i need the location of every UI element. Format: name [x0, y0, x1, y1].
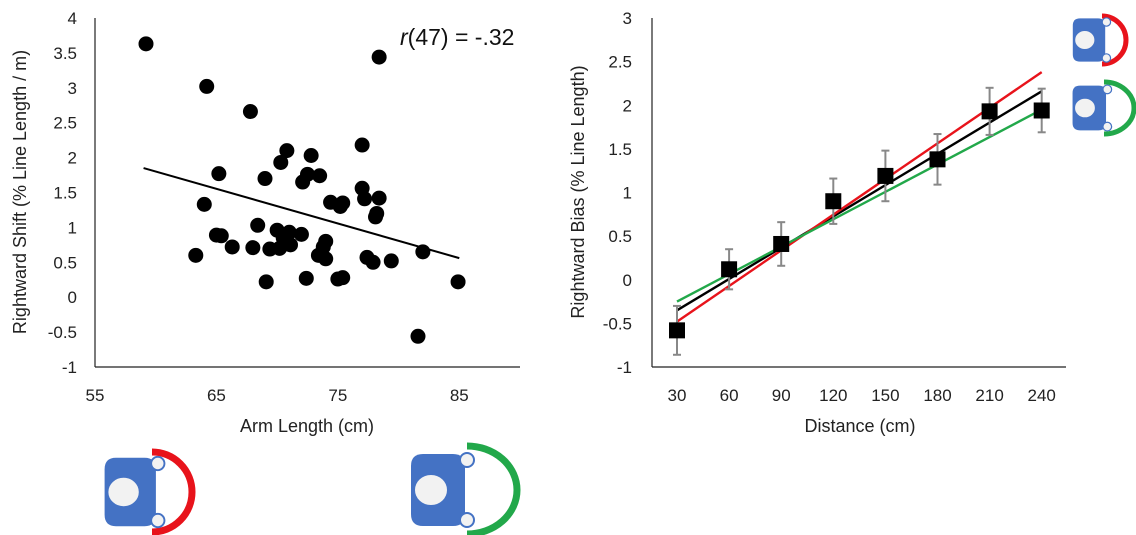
scatter-point	[410, 328, 426, 344]
left-y-tick-label: -1	[62, 358, 77, 377]
right-y-tick-label: 2	[623, 96, 632, 115]
right-x-tick-label: 240	[1028, 386, 1056, 405]
right-x-tick-labels: 30 60 90 120 150 180 210 240	[668, 386, 1056, 405]
left-y-tick-label: 2.5	[53, 114, 77, 133]
right-y-tick-label: 3	[623, 9, 632, 28]
short-arm-person-icon	[103, 448, 196, 535]
scatter-point	[450, 274, 466, 290]
left-scatter-points	[138, 36, 466, 344]
left-x-tick-label: 55	[86, 386, 105, 405]
right-y-axis-label: Rightward Bias (% Line Length)	[568, 65, 588, 318]
right-y-tick-label: 0	[623, 271, 632, 290]
left-trendline-group	[143, 167, 460, 260]
right-y-tick-label: 2.5	[608, 53, 632, 72]
long-arm-person-icon	[410, 442, 521, 535]
scatter-point	[199, 78, 215, 94]
right-x-tick-label: 210	[975, 386, 1003, 405]
scatter-point	[273, 154, 289, 170]
scatter-point	[415, 244, 431, 260]
right-x-tick-label: 30	[668, 386, 687, 405]
data-marker	[721, 261, 738, 278]
scatter-point	[272, 240, 288, 256]
left-y-tick-label: 0	[68, 288, 77, 307]
left-y-tick-label: 2	[68, 149, 77, 168]
left-x-axis-label: Arm Length (cm)	[240, 416, 374, 436]
scatter-point	[300, 166, 315, 182]
left-x-tick-label: 65	[207, 386, 226, 405]
scatter-point	[250, 217, 266, 233]
short-arm-person-icon-small	[1072, 13, 1129, 67]
scatter-point	[318, 251, 334, 267]
left-y-tick-labels: 4 3.5 3 2.5 2 1.5 1 0.5 0 -0.5 -1	[48, 9, 77, 377]
left-x-tick-labels: 55 65 75 85	[86, 386, 469, 405]
scatter-point	[258, 274, 274, 290]
right-x-tick-label: 60	[720, 386, 739, 405]
data-marker	[825, 193, 842, 210]
right-y-tick-label: -1	[617, 358, 632, 377]
data-marker	[1033, 102, 1050, 119]
data-marker	[981, 103, 998, 120]
distance-bias-line-chart: 3 2.5 2 1.5 1 0.5 0 -0.5 -1 30 60 90 120 150 180 210 24…	[568, 9, 1066, 436]
left-y-tick-label: 1.5	[53, 184, 77, 203]
correlation-annotation: r(47) = -.32	[400, 24, 514, 50]
scatter-point	[211, 166, 227, 182]
left-y-tick-label: 1	[68, 218, 77, 237]
scatter-point	[335, 195, 351, 211]
scatter-point	[312, 168, 328, 184]
left-x-tick-label: 75	[328, 386, 347, 405]
right-data-markers	[669, 102, 1050, 339]
left-y-tick-label: 3.5	[53, 44, 77, 63]
right-y-tick-label: 1	[623, 184, 632, 203]
left-x-tick-label: 85	[450, 386, 469, 405]
left-trendline	[143, 167, 460, 260]
right-trendline	[676, 108, 1043, 303]
right-x-tick-label: 120	[819, 386, 847, 405]
right-trendlines	[676, 71, 1043, 323]
right-x-tick-label: 90	[772, 386, 791, 405]
scatter-point	[245, 240, 261, 256]
scatter-point	[224, 239, 240, 255]
scatter-point	[371, 190, 387, 206]
right-x-axis-label: Distance (cm)	[804, 416, 915, 436]
left-y-tick-label: 3	[68, 79, 77, 98]
data-marker	[877, 167, 894, 184]
scatter-point	[357, 191, 373, 207]
right-trendline	[676, 90, 1043, 312]
arm-length-scatter-chart: 4 3.5 3 2.5 2 1.5 1 0.5 0 -0.5 -1 55 65 75 85 r(47) =…	[10, 9, 520, 436]
data-marker	[929, 151, 946, 168]
left-y-axis-label: Rightward Shift (% Line Length / m)	[10, 50, 30, 334]
right-x-tick-label: 150	[871, 386, 899, 405]
left-y-tick-label: -0.5	[48, 323, 77, 342]
scatter-point	[242, 104, 258, 120]
right-x-tick-label: 180	[923, 386, 951, 405]
scatter-point	[188, 247, 204, 263]
scatter-point	[257, 171, 273, 187]
scatter-point	[196, 196, 212, 212]
right-error-bars	[673, 86, 1046, 356]
scatter-point	[354, 137, 370, 153]
right-trendline	[676, 71, 1043, 323]
left-y-tick-label: 0.5	[53, 253, 77, 272]
long-arm-person-icon-small	[1071, 79, 1136, 137]
scatter-point	[383, 253, 399, 269]
right-y-tick-label: 1.5	[608, 140, 632, 159]
right-y-tick-label: 0.5	[608, 227, 632, 246]
right-y-tick-label: -0.5	[603, 314, 632, 333]
scatter-point	[138, 36, 154, 52]
data-marker	[669, 322, 685, 339]
scatter-point	[335, 270, 351, 286]
scatter-point	[303, 148, 319, 164]
scatter-point	[371, 49, 387, 65]
scatter-point	[279, 143, 295, 159]
scatter-point	[213, 228, 229, 244]
scatter-point	[369, 205, 385, 221]
left-y-tick-label: 4	[68, 9, 77, 28]
scatter-point	[298, 270, 314, 286]
data-marker	[773, 235, 790, 252]
scatter-point	[293, 226, 309, 242]
right-y-tick-labels: 3 2.5 2 1.5 1 0.5 0 -0.5 -1	[603, 9, 632, 377]
scatter-point	[365, 254, 381, 270]
